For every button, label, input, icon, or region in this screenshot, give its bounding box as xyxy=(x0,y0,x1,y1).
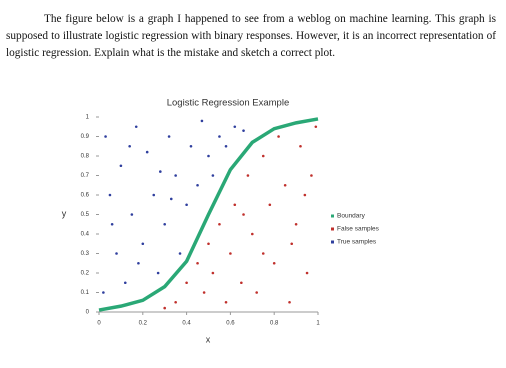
legend-marker xyxy=(331,214,334,218)
sample-point xyxy=(207,242,210,246)
sample-point xyxy=(189,144,193,148)
sample-point xyxy=(163,306,166,310)
y-tick-label: 0.1 xyxy=(81,290,90,296)
boundary-line xyxy=(98,117,319,312)
sample-point xyxy=(156,271,160,275)
x-tick-label: 1 xyxy=(316,321,320,327)
sample-point xyxy=(283,183,287,187)
sample-point xyxy=(310,174,313,177)
sample-point xyxy=(167,135,171,138)
sample-point xyxy=(196,183,199,187)
sample-point xyxy=(137,261,140,265)
sample-point xyxy=(261,252,265,255)
x-tick-label: 0.6 xyxy=(226,321,235,327)
sample-point xyxy=(134,125,138,129)
question-text: The figure below is a graph I happened t… xyxy=(6,13,496,59)
y-tick-label: 0.8 xyxy=(81,154,90,160)
sample-point xyxy=(314,125,318,129)
sample-point xyxy=(202,291,206,294)
sample-point xyxy=(246,174,250,177)
sample-point xyxy=(200,119,204,123)
sample-point xyxy=(277,135,280,138)
sample-point xyxy=(242,213,245,216)
sample-point xyxy=(224,144,228,148)
sample-point xyxy=(224,300,228,304)
sample-point xyxy=(115,252,118,255)
legend-label: False samples xyxy=(337,226,380,233)
x-axis-label: x xyxy=(206,334,211,344)
sample-point xyxy=(152,193,156,197)
y-tick-label: 0.2 xyxy=(81,271,90,277)
x-tick-label: 0.8 xyxy=(270,321,279,327)
sample-point xyxy=(211,271,215,275)
sample-point xyxy=(185,203,188,207)
sample-point xyxy=(102,291,105,294)
sample-point xyxy=(163,222,166,226)
y-tick-label: 1 xyxy=(86,115,90,121)
sample-point xyxy=(196,261,199,265)
sample-point xyxy=(119,164,123,168)
x-tick-label: 0.2 xyxy=(139,321,148,327)
y-tick-label: 0.7 xyxy=(81,173,90,179)
legend-marker xyxy=(331,240,334,244)
sample-point xyxy=(272,261,276,265)
y-tick-label: 0.5 xyxy=(81,212,90,218)
y-tick-label: 0.9 xyxy=(81,134,90,140)
sample-point xyxy=(229,252,232,255)
sample-point xyxy=(207,154,210,158)
sample-point xyxy=(261,154,265,158)
sample-point xyxy=(233,125,237,129)
y-tick-label: 0.6 xyxy=(81,193,90,199)
sample-point xyxy=(233,203,237,207)
sample-point xyxy=(294,222,298,226)
sample-point xyxy=(104,135,107,138)
sample-point xyxy=(174,300,177,304)
sample-point xyxy=(141,242,145,246)
sample-point xyxy=(178,252,182,255)
sample-point xyxy=(128,144,131,148)
sample-point xyxy=(288,300,291,304)
sample-point xyxy=(299,144,302,148)
sample-point xyxy=(211,174,215,177)
sample-point xyxy=(110,222,114,226)
sample-point xyxy=(305,271,309,275)
sample-point xyxy=(218,222,221,226)
sample-point xyxy=(303,193,307,197)
sample-point xyxy=(145,150,149,154)
y-tick-label: 0.3 xyxy=(81,251,90,257)
sample-point xyxy=(290,242,294,246)
chart-title: Logistic Regression Example xyxy=(167,98,290,109)
y-tick-label: 0 xyxy=(86,310,90,316)
sample-point xyxy=(218,135,221,138)
sample-point xyxy=(251,232,254,236)
x-tick-label: 0.4 xyxy=(182,321,191,327)
y-axis-label: y xyxy=(62,208,67,218)
sample-point xyxy=(240,281,243,285)
sample-point xyxy=(242,129,245,132)
sample-point xyxy=(159,170,162,173)
legend-label: True samples xyxy=(337,239,377,246)
legend-label: Boundary xyxy=(337,213,366,220)
sample-point xyxy=(108,193,112,197)
sample-point xyxy=(255,291,258,294)
sample-point xyxy=(123,281,127,285)
sample-point xyxy=(174,174,177,177)
sample-point xyxy=(185,281,188,285)
sample-point xyxy=(268,203,272,207)
x-tick-label: 0 xyxy=(97,321,101,327)
sample-point xyxy=(169,197,173,201)
legend-marker xyxy=(331,227,334,231)
sample-point xyxy=(130,213,134,216)
y-tick-label: 0.4 xyxy=(81,232,90,238)
